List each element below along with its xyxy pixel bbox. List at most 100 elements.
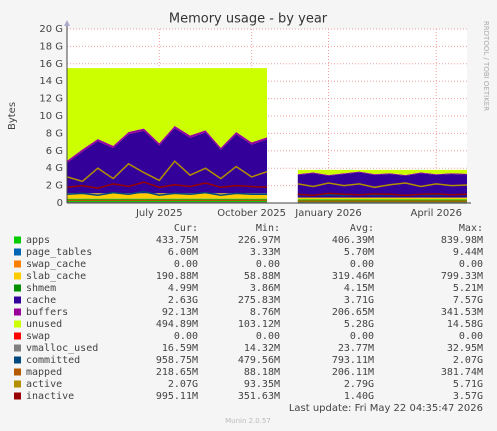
legend-value: 4.15M bbox=[344, 283, 374, 294]
legend-value: 995.11M bbox=[156, 391, 198, 402]
legend-value: 0.00 bbox=[256, 259, 280, 270]
line bbox=[66, 160, 468, 189]
legend-value: 14.58G bbox=[447, 319, 483, 330]
y-tick-label: 2 G bbox=[46, 181, 63, 192]
legend-value: 5.28G bbox=[344, 319, 374, 330]
legend-value: 3.86M bbox=[250, 283, 280, 294]
y-tick-label: 18 G bbox=[39, 41, 63, 52]
y-tick-label: 6 G bbox=[46, 146, 63, 157]
footer: Last update: Fri May 22 04:35:47 2026 bbox=[289, 403, 483, 414]
legend-value: 190.88M bbox=[156, 271, 198, 282]
legend-value: 2.63G bbox=[168, 295, 198, 306]
y-tick-label: 12 G bbox=[39, 94, 63, 105]
legend-swatch bbox=[14, 284, 21, 292]
legend-value: 92.13M bbox=[162, 307, 198, 318]
legend-label: page_tables bbox=[26, 247, 92, 258]
legend-value: 5.21M bbox=[453, 283, 483, 294]
legend-label: swap bbox=[26, 331, 50, 342]
area bbox=[67, 128, 467, 198]
legend-label: shmem bbox=[26, 283, 56, 294]
x-tick-label: April 2026 bbox=[410, 208, 461, 219]
legend-value: 88.18M bbox=[244, 367, 280, 378]
legend-label: swap_cache bbox=[26, 259, 86, 270]
legend-value: 381.74M bbox=[441, 367, 483, 378]
legend-value: 93.35M bbox=[244, 379, 280, 390]
legend-value: 0.00 bbox=[459, 259, 483, 270]
legend-value: 2.79G bbox=[344, 379, 374, 390]
axes bbox=[64, 20, 471, 204]
legend-value: 1.40G bbox=[344, 391, 374, 402]
column-header: Max: bbox=[459, 223, 483, 234]
legend-value: 23.77M bbox=[338, 343, 374, 354]
legend-swatch bbox=[14, 296, 21, 304]
legend-swatch bbox=[14, 356, 21, 364]
y-tick-label: 0 bbox=[57, 198, 63, 209]
legend-value: 4.99M bbox=[168, 283, 198, 294]
legend-value: 2.07G bbox=[168, 379, 198, 390]
legend-value: 799.33M bbox=[441, 271, 483, 282]
legend-value: 103.12M bbox=[238, 319, 280, 330]
legend-value: 319.46M bbox=[332, 271, 374, 282]
legend-value: 406.39M bbox=[332, 235, 374, 246]
legend-value: 3.71G bbox=[344, 295, 374, 306]
y-tick-label: 10 G bbox=[39, 111, 63, 122]
legend-swatch bbox=[14, 320, 21, 328]
legend-value: 433.75M bbox=[156, 235, 198, 246]
legend-value: 479.56M bbox=[238, 355, 280, 366]
legend-swatch bbox=[14, 248, 21, 256]
x-tick-label: October 2025 bbox=[217, 208, 286, 219]
side-note: RRDTOOL / TOBI OETIKER bbox=[482, 21, 490, 111]
legend-value: 0.00 bbox=[459, 331, 483, 342]
legend-swatch bbox=[14, 272, 21, 280]
legend-value: 206.11M bbox=[332, 367, 374, 378]
legend-label: apps bbox=[26, 235, 50, 246]
legend-swatch bbox=[14, 344, 21, 352]
legend-label: active bbox=[26, 379, 62, 390]
area bbox=[67, 68, 467, 175]
legend-value: 0.00 bbox=[174, 259, 198, 270]
legend-swatch bbox=[14, 236, 21, 244]
legend-label: vmalloc_used bbox=[26, 343, 98, 354]
axis-arrow bbox=[64, 20, 70, 26]
legend-label: cache bbox=[26, 295, 56, 306]
legend-value: 0.00 bbox=[350, 259, 374, 270]
legend-value: 351.63M bbox=[238, 391, 280, 402]
legend-value: 206.65M bbox=[332, 307, 374, 318]
legend-value: 9.44M bbox=[453, 247, 483, 258]
column-header: Cur: bbox=[174, 223, 198, 234]
legend-value: 341.53M bbox=[441, 307, 483, 318]
legend-value: 958.75M bbox=[156, 355, 198, 366]
legend-label: inactive bbox=[26, 391, 74, 402]
legend-value: 7.57G bbox=[453, 295, 483, 306]
legend-swatch bbox=[14, 380, 21, 388]
line bbox=[67, 199, 467, 202]
legend-value: 793.11M bbox=[332, 355, 374, 366]
legend-value: 0.00 bbox=[350, 331, 374, 342]
legend-value: 5.71G bbox=[453, 379, 483, 390]
y-tick-label: 4 G bbox=[46, 163, 63, 174]
legend-value: 5.70M bbox=[344, 247, 374, 258]
y-tick-label: 20 G bbox=[39, 24, 63, 35]
column-header: Avg: bbox=[350, 223, 374, 234]
area bbox=[67, 198, 467, 200]
legend-value: 494.89M bbox=[156, 319, 198, 330]
legend-value: 14.32M bbox=[244, 343, 280, 354]
legend-value: 3.33M bbox=[250, 247, 280, 258]
legend-swatch bbox=[14, 260, 21, 268]
legend-label: buffers bbox=[26, 307, 68, 318]
y-axis-label: Bytes bbox=[7, 102, 18, 130]
legend-value: 58.88M bbox=[244, 271, 280, 282]
x-tick-label: July 2025 bbox=[135, 208, 183, 219]
column-header: Min: bbox=[256, 223, 280, 234]
chart-title: Memory usage - by year bbox=[169, 12, 328, 27]
legend-label: unused bbox=[26, 319, 62, 330]
legend-swatch bbox=[14, 392, 21, 400]
legend-value: 3.57G bbox=[453, 391, 483, 402]
version: Munin 2.0.57 bbox=[225, 417, 271, 425]
legend-value: 32.95M bbox=[447, 343, 483, 354]
line bbox=[66, 181, 468, 196]
legend-swatch bbox=[14, 308, 21, 316]
legend-label: mapped bbox=[26, 367, 62, 378]
legend-value: 6.00M bbox=[168, 247, 198, 258]
